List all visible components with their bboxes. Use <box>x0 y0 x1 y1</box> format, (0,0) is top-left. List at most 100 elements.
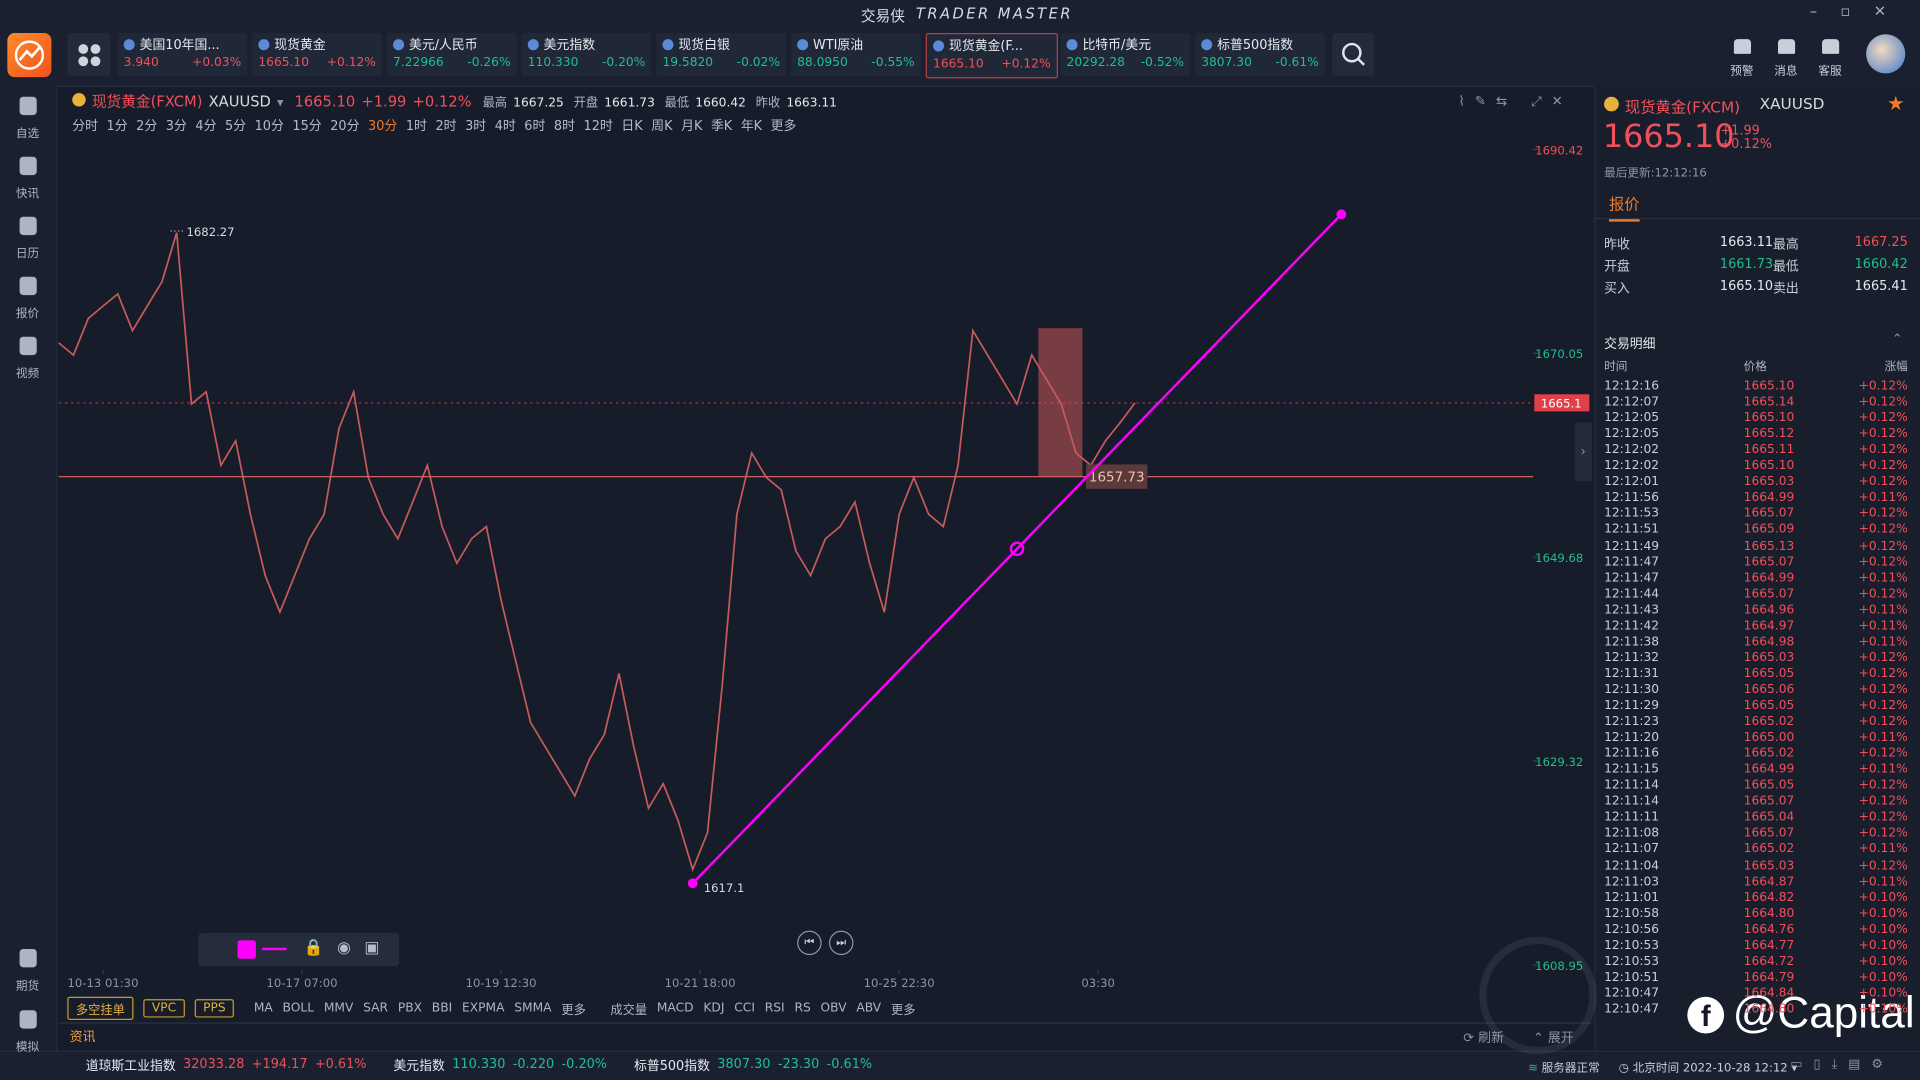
sub-indicator[interactable]: ABV <box>856 1001 882 1016</box>
ticker-card[interactable]: 比特币/美元 20292.28 -0.52% <box>1060 33 1191 76</box>
period-tab[interactable]: 15分 <box>292 118 322 134</box>
action-icon[interactable] <box>1733 39 1752 54</box>
brand-watermark <box>1479 936 1597 1055</box>
footer-index[interactable]: 道琼斯工业指数 32033.28 +194.17 +0.61% <box>86 1057 367 1075</box>
ticker-card[interactable]: 现货黄金 1665.10 +0.12% <box>252 33 383 76</box>
sidebar-label[interactable]: 视频 <box>15 367 40 381</box>
apps-button[interactable] <box>67 33 111 76</box>
main-indicator[interactable]: MMV <box>323 1001 354 1016</box>
ticker-card[interactable]: 美元/人民币 7.22966 -0.26% <box>386 33 517 76</box>
sidebar-icon[interactable] <box>19 96 37 116</box>
instrument-name[interactable]: 现货黄金(FXCM) <box>91 93 203 111</box>
trades-collapse[interactable]: ⌃ <box>1891 331 1903 347</box>
sidebar-label[interactable]: 自选 <box>15 127 40 141</box>
avatar[interactable] <box>1866 34 1906 74</box>
chart-tools[interactable]: ⌇✎⇆ ⤢✕ <box>1458 93 1573 109</box>
status-bar <box>0 1050 1920 1080</box>
hline-label: 1657.73 <box>1089 471 1145 486</box>
period-tab[interactable]: 3分 <box>165 118 187 134</box>
sidebar-icon[interactable] <box>19 336 37 356</box>
sub-indicator[interactable]: OBV <box>820 1001 847 1016</box>
quote-tab[interactable]: 报价 <box>1608 191 1640 222</box>
sidebar-label[interactable]: 快讯 <box>15 187 40 201</box>
period-tab[interactable]: 更多 <box>770 118 797 134</box>
sidebar-label[interactable]: 日历 <box>15 247 40 261</box>
search-button[interactable] <box>1332 33 1374 76</box>
action-icon[interactable] <box>1777 39 1796 54</box>
window-controls[interactable]: – ▫ ✕ <box>1809 2 1887 20</box>
main-indicator[interactable]: PBX <box>397 1001 423 1016</box>
footer-index[interactable]: 美元指数 110.330 -0.220 -0.20% <box>393 1057 607 1075</box>
ticker-card[interactable]: 标普500指数 3807.30 -0.61% <box>1195 33 1325 76</box>
toolbar-actions[interactable]: 🔒◉▣ <box>303 939 393 958</box>
sub-indicator[interactable]: CCI <box>734 1001 755 1016</box>
ticker-card[interactable]: 美国10年国... 3.940 +0.03% <box>117 33 248 76</box>
sub-indicator[interactable]: MACD <box>656 1001 694 1016</box>
period-tab[interactable]: 日K <box>621 118 643 134</box>
action-label[interactable]: 预警 <box>1730 64 1754 79</box>
main-indicator[interactable]: SAR <box>363 1001 389 1016</box>
main-indicator[interactable]: BBI <box>431 1001 453 1016</box>
sidebar-icon[interactable] <box>19 216 37 236</box>
sidebar-icon[interactable] <box>19 156 37 176</box>
period-tab[interactable]: 4分 <box>195 118 217 134</box>
period-tab[interactable]: 8时 <box>553 118 575 134</box>
status-icons[interactable]: ▭▯⤓▤⚙ <box>1790 1056 1894 1072</box>
panel-toggle[interactable]: › <box>1574 422 1592 482</box>
period-tab[interactable]: 3时 <box>465 118 487 134</box>
dropdown-caret[interactable]: ▾ <box>277 95 284 111</box>
divider <box>58 1022 1592 1024</box>
main-indicator[interactable]: MA <box>253 1001 273 1016</box>
main-indicator[interactable]: 更多 <box>561 1004 586 1018</box>
action-label[interactable]: 客服 <box>1818 64 1842 79</box>
ticker-card[interactable]: 现货白银 19.5820 -0.02% <box>656 33 787 76</box>
period-tab[interactable]: 20分 <box>330 118 360 134</box>
color-swatch[interactable] <box>237 940 256 959</box>
sub-indicator[interactable]: 更多 <box>890 1004 916 1018</box>
sidebar-label[interactable]: 模拟 <box>15 1040 40 1055</box>
indicator-button[interactable]: PPS <box>194 999 235 1018</box>
sub-indicator[interactable]: KDJ <box>703 1001 725 1016</box>
line-style[interactable] <box>262 947 287 951</box>
period-tab[interactable]: 30分 <box>368 118 398 134</box>
main-indicator[interactable]: BOLL <box>282 1001 315 1016</box>
period-tab[interactable]: 1时 <box>405 118 427 134</box>
period-tab[interactable]: 6时 <box>524 118 546 134</box>
sidebar-label[interactable]: 报价 <box>15 307 40 321</box>
footer-indices: 道琼斯工业指数 32033.28 +194.17 +0.61% 美元指数 110.330-… <box>86 1057 872 1075</box>
sidebar-icon[interactable] <box>19 948 37 968</box>
sidebar-icon[interactable] <box>19 276 37 296</box>
period-tab[interactable]: 年K <box>740 118 763 134</box>
sidebar-label[interactable]: 期货 <box>15 979 40 994</box>
replay-back[interactable]: ⏮ <box>797 930 822 956</box>
sub-indicator[interactable]: RS <box>794 1001 811 1016</box>
period-tab[interactable]: 月K <box>681 118 703 134</box>
period-tab[interactable]: 4时 <box>494 118 516 134</box>
action-icon[interactable] <box>1822 39 1840 54</box>
period-tab[interactable]: 分时 <box>72 118 98 134</box>
ticker-card[interactable]: WTI原油 88.0950 -0.55% <box>791 33 921 76</box>
footer-index[interactable]: 标普500指数 3807.30 -23.30 -0.61% <box>634 1057 872 1075</box>
logo[interactable] <box>7 33 52 78</box>
period-tab[interactable]: 10分 <box>254 118 284 134</box>
period-tab[interactable]: 2分 <box>136 118 158 134</box>
period-tab[interactable]: 2时 <box>435 118 457 134</box>
ticker-card[interactable]: 美元指数 110.330 -0.20% <box>521 33 652 76</box>
sub-indicator[interactable]: RSI <box>764 1001 785 1016</box>
action-label[interactable]: 消息 <box>1774 64 1798 79</box>
indicator-button[interactable]: VPC <box>143 999 185 1018</box>
period-tab[interactable]: 周K <box>651 118 673 134</box>
sub-indicator[interactable]: 成交量 <box>610 1004 648 1018</box>
indicator-button[interactable]: 多空挂单 <box>67 996 134 1020</box>
period-tab[interactable]: 1分 <box>106 118 128 134</box>
news-label[interactable]: 资讯 <box>69 1029 96 1045</box>
main-indicator[interactable]: EXPMA <box>462 1001 505 1016</box>
favorite-star[interactable]: ★ <box>1886 91 1905 116</box>
replay-forward[interactable]: ⏭ <box>828 930 854 956</box>
period-tab[interactable]: 季K <box>710 118 733 134</box>
period-tab[interactable]: 12时 <box>583 118 613 134</box>
sidebar-icon[interactable] <box>19 1010 37 1029</box>
period-tab[interactable]: 5分 <box>225 118 247 134</box>
ticker-card[interactable]: 现货黄金(F... 1665.10 +0.12% <box>925 33 1058 79</box>
main-indicator[interactable]: SMMA <box>514 1001 552 1016</box>
